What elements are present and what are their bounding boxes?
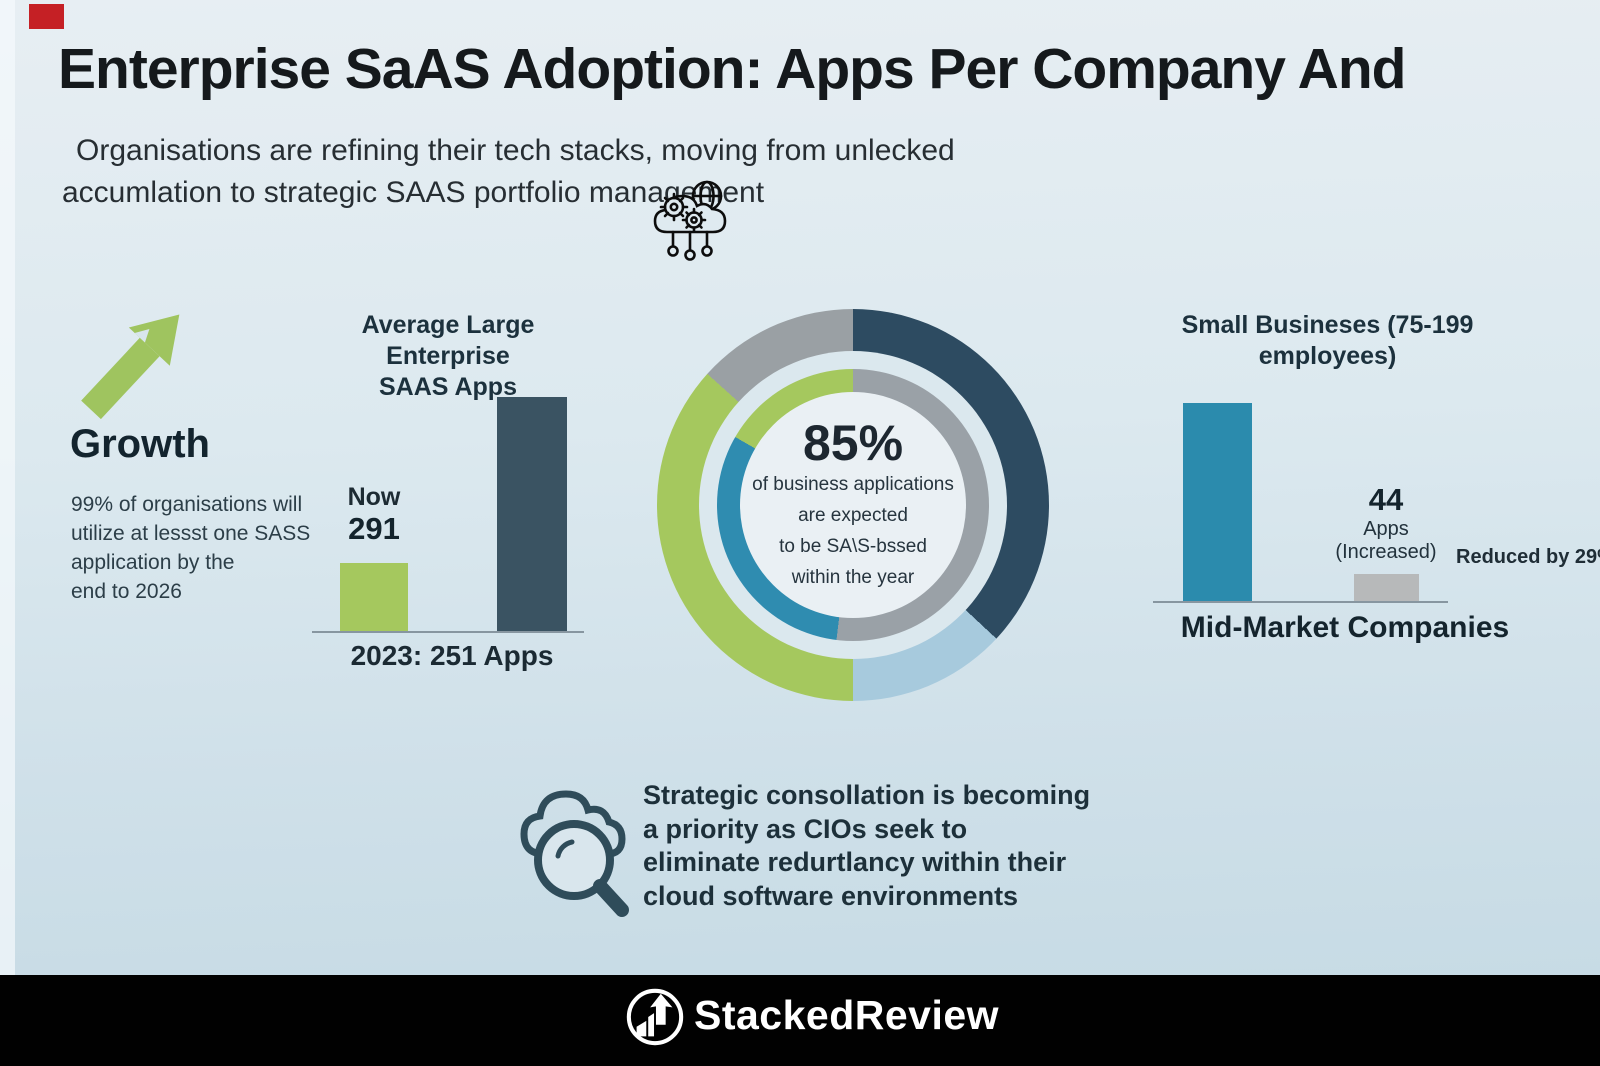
- growth-line: utilize at lessst one SASS: [71, 522, 311, 545]
- donut-center: 85% of business applications are expecte…: [740, 392, 966, 618]
- donut-chart: 85% of business applications are expecte…: [657, 309, 1049, 701]
- growth-line: application by the: [71, 551, 235, 574]
- growth-body: 99% of organisations will utilize at les…: [71, 490, 310, 606]
- red-marker: [29, 4, 64, 29]
- reduced-annotation: Reduced by 29%): [1456, 546, 1600, 568]
- bar-now-291: [340, 563, 408, 633]
- now-value: 291: [348, 511, 400, 546]
- midmarket-value-increased: (Increased): [1335, 541, 1437, 563]
- footer-bar: StackedReview: [0, 975, 1600, 1066]
- smallbiz-axis-line: [1153, 601, 1448, 603]
- donut-caption-line: within the year: [791, 567, 915, 588]
- brand-name: StackedReview: [694, 992, 1000, 1038]
- left-edge-strip: [0, 0, 15, 975]
- bar-mid-market: [1354, 574, 1419, 602]
- consolidation-line: cloud software environments: [643, 880, 1019, 911]
- midmarket-value: 44: [1368, 482, 1404, 517]
- midmarket-value-apps: Apps: [1363, 518, 1409, 540]
- enterprise-axis-label: 2023: 251 Apps: [350, 640, 554, 671]
- enterprise-axis-line: [312, 631, 584, 633]
- stacked-review-logo: [626, 988, 684, 1046]
- bar-2023-251: [497, 397, 567, 633]
- growth-line: 99% of organisations will: [71, 493, 303, 516]
- consolidation-line: Strategic consollation is becoming: [643, 780, 1091, 810]
- bar-small-business: [1183, 403, 1252, 602]
- smallbiz-chart-title-line2: employees): [1258, 342, 1397, 370]
- donut-caption-line: to be SA\S-bssed: [779, 536, 927, 557]
- cloud-gears-network-icon: [653, 180, 727, 261]
- smallbiz-axis-label: Mid-Market Companies: [1180, 611, 1510, 644]
- subtitle-line-1: Organisations are refining their tech st…: [76, 134, 955, 167]
- growth-arrow-icon: [81, 314, 180, 420]
- cloud-search-icon: [520, 790, 629, 917]
- subtitle-line-2: accumlation to strategic SAAS portfolio …: [62, 176, 765, 209]
- consolidation-note: Strategic consollation is becoming a pri…: [643, 779, 1090, 913]
- growth-heading: Growth: [70, 422, 210, 466]
- donut-pct-value: 85%: [802, 415, 904, 471]
- smallbiz-chart-title: Small Busineses (75-199 employees): [1160, 310, 1495, 372]
- smallbiz-chart-title-line1: Small Busineses (75-199: [1181, 311, 1474, 339]
- page-title: Enterprise SaAS Adoption: Apps Per Compa…: [58, 37, 1406, 101]
- donut-caption-line: of business applications: [752, 474, 954, 495]
- consolidation-line: a priority as CIOs seek to: [643, 813, 968, 844]
- now-label: Now: [347, 483, 401, 511]
- donut-caption-line: are expected: [798, 505, 908, 526]
- enterprise-chart-title-line1: Average Large Enterprise: [361, 311, 535, 370]
- enterprise-chart-title: Average Large Enterprise SAAS Apps: [298, 310, 598, 403]
- enterprise-chart-title-line2: SAAS Apps: [379, 373, 517, 401]
- growth-line: end to 2026: [71, 580, 182, 603]
- consolidation-line: eliminate redurtlancy within their: [643, 847, 1067, 877]
